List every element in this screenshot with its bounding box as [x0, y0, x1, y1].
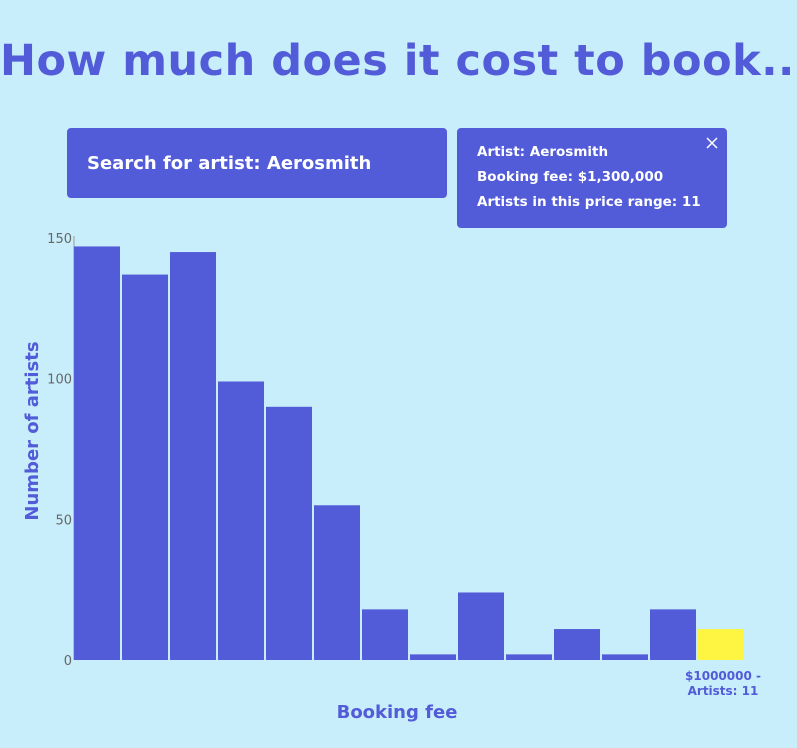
histogram-bar	[122, 274, 168, 660]
histogram-bar	[554, 629, 600, 660]
info-booking-fee: Booking fee: $1,300,000	[477, 169, 664, 185]
histogram-bar	[170, 252, 216, 661]
y-tick-label: 100	[47, 373, 72, 388]
x-axis-title: Booking fee	[337, 702, 458, 723]
histogram-bar	[218, 381, 264, 660]
histogram-bar	[410, 654, 456, 660]
info-artist-count: Artists in this price range: 11	[477, 194, 701, 210]
search-value: Aerosmith	[266, 152, 372, 174]
histogram-bar	[602, 654, 648, 660]
y-tick-label: 50	[55, 513, 72, 528]
histogram-bar	[74, 246, 120, 660]
histogram-bar	[506, 654, 552, 660]
close-icon[interactable]	[705, 136, 719, 150]
highlight-bar-label: Artists: 11	[688, 684, 759, 698]
histogram-bar	[314, 505, 360, 660]
y-axis-title: Number of artists	[22, 341, 43, 520]
y-tick-label: 0	[64, 654, 72, 669]
artist-info-panel: Artist: Aerosmith Booking fee: $1,300,00…	[457, 128, 727, 228]
info-artist: Artist: Aerosmith	[477, 144, 609, 160]
y-tick-label: 150	[47, 232, 72, 247]
histogram-bar	[362, 609, 408, 660]
artist-search-input[interactable]: Search for artist: Aerosmith	[67, 128, 447, 198]
page-title: How much does it cost to book...	[0, 36, 797, 86]
histogram-bar	[458, 592, 504, 660]
histogram-bar	[650, 609, 696, 660]
highlighted-bar	[698, 629, 744, 660]
highlight-bar-label: $1000000 -	[685, 669, 761, 683]
search-label: Search for artist:	[87, 152, 261, 174]
histogram-bar	[266, 406, 312, 660]
